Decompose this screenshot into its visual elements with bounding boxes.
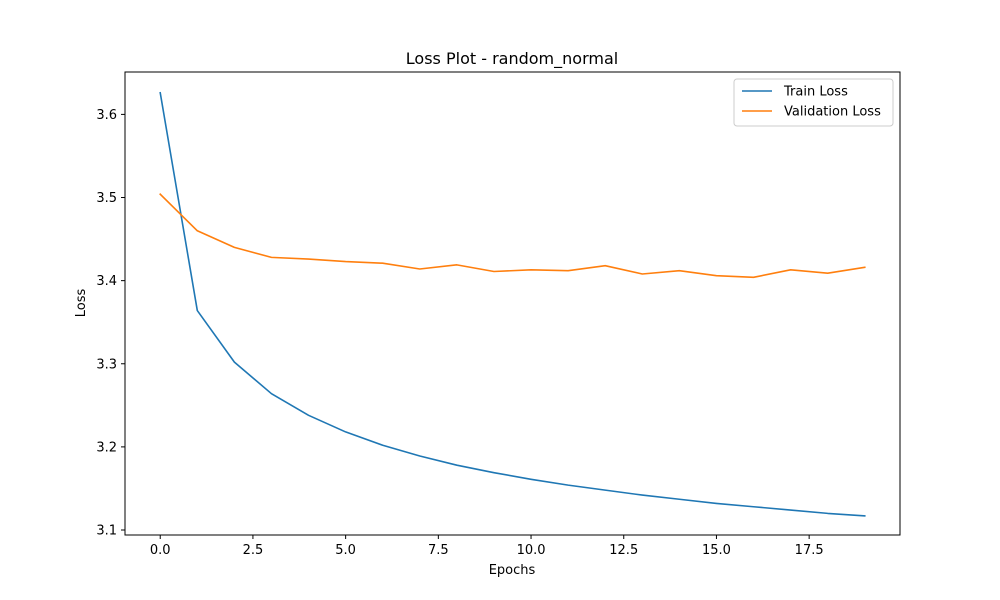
y-tick-label: 3.3 <box>96 357 117 372</box>
x-tick-label: 0.0 <box>150 543 171 558</box>
chart-title: Loss Plot - random_normal <box>406 49 618 69</box>
series-line-validation-loss <box>159 193 866 279</box>
series-layer <box>159 91 866 517</box>
y-tick-label: 3.4 <box>96 274 117 289</box>
y-tick-label: 3.6 <box>96 108 117 123</box>
legend-label-train-loss: Train Loss <box>783 85 848 100</box>
y-tick-label: 3.2 <box>96 440 117 455</box>
plot-frame <box>124 71 901 536</box>
series-line-train-loss <box>159 91 866 517</box>
x-tick-label: 7.5 <box>428 543 449 558</box>
x-tick-label: 5.0 <box>335 543 356 558</box>
x-tick-label: 12.5 <box>609 543 638 558</box>
legend-label-validation-loss: Validation Loss <box>784 105 881 120</box>
y-axis-label: Loss <box>74 289 89 318</box>
x-tick-label: 15.0 <box>702 543 731 558</box>
x-axis-ticks: 0.0 2.5 5.0 7.5 10.0 12.5 15.0 17.5 <box>150 535 824 558</box>
x-axis-label: Epochs <box>489 563 536 578</box>
y-tick-label: 3.5 <box>96 191 117 206</box>
x-tick-label: 17.5 <box>795 543 824 558</box>
legend: Train Loss Validation Loss <box>733 78 894 127</box>
x-tick-label: 10.0 <box>517 543 546 558</box>
y-axis-ticks: 3.1 3.2 3.3 3.4 3.5 3.6 <box>96 108 125 539</box>
x-tick-label: 2.5 <box>243 543 264 558</box>
legend-box <box>733 78 894 127</box>
y-tick-label: 3.1 <box>96 524 117 539</box>
